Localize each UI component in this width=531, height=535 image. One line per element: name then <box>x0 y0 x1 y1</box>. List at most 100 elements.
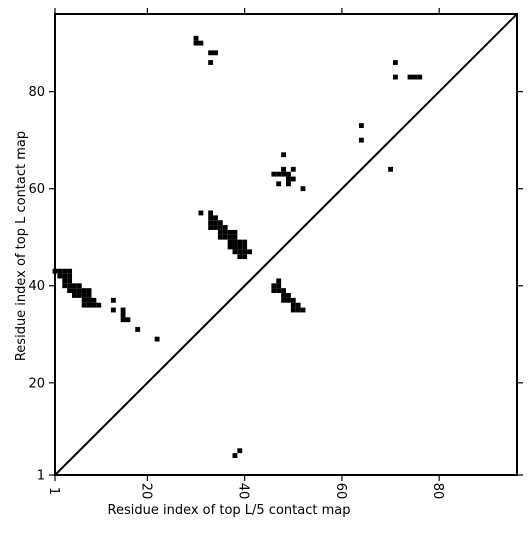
contact-cell-13 <box>67 288 73 294</box>
contact-cell-60 <box>227 234 233 240</box>
contact-cell-29 <box>110 297 116 303</box>
contact-cell-36 <box>154 336 160 342</box>
contact-cell-46 <box>213 215 218 221</box>
contact-cell-8 <box>67 278 73 284</box>
contact-cell-21 <box>86 293 92 298</box>
contact-cell-101 <box>290 302 296 308</box>
contact-cell-64 <box>237 239 243 245</box>
contact-cell-39 <box>198 40 204 46</box>
x-tick-label-0: 1 <box>46 487 61 495</box>
contact-cell-51 <box>213 225 218 230</box>
contact-cell-32 <box>120 312 126 318</box>
contact-cell-83 <box>281 171 286 177</box>
y-tick-label-3: 60 <box>28 182 45 197</box>
contacts-layer <box>52 35 423 459</box>
contact-cell-53 <box>222 225 228 230</box>
contact-cell-25 <box>81 302 87 308</box>
contact-cell-45 <box>208 215 214 221</box>
contact-cell-107 <box>358 137 364 143</box>
contact-cell-16 <box>81 288 87 294</box>
contact-cell-67 <box>232 244 238 250</box>
plot-frame <box>54 13 518 476</box>
y-axis-label: Residue index of top L contact map <box>14 131 29 361</box>
ticks-layer: 1 20 40 60 80 1 20 40 60 80 <box>28 8 523 499</box>
contact-cell-105 <box>300 307 306 313</box>
x-tick-label-4: 80 <box>430 483 445 500</box>
contact-cell-55 <box>222 229 228 235</box>
contact-cell-71 <box>237 249 243 255</box>
contact-cell-109 <box>392 60 398 65</box>
contact-cell-58 <box>217 234 223 240</box>
contact-cell-41 <box>213 50 218 56</box>
contact-cell-84 <box>286 171 291 177</box>
contact-cell-106 <box>358 123 364 129</box>
contact-cell-86 <box>290 176 296 182</box>
contact-cell-30 <box>110 307 116 313</box>
x-axis-label: Residue index of top L/5 contact map <box>108 503 351 518</box>
contact-cell-12 <box>76 283 82 289</box>
y-tick-label-1: 20 <box>28 376 45 391</box>
contact-cell-40 <box>208 50 214 56</box>
x-tick-label-1: 20 <box>138 483 153 500</box>
contact-cell-73 <box>247 249 252 255</box>
contact-cell-31 <box>120 307 126 313</box>
y-tick-label-4: 80 <box>28 85 45 100</box>
contact-cell-100 <box>290 297 296 303</box>
contact-cell-27 <box>91 302 97 308</box>
contact-cell-47 <box>208 220 214 226</box>
contact-cell-56 <box>227 229 233 235</box>
contact-cell-76 <box>232 453 238 459</box>
contact-cell-19 <box>76 293 82 298</box>
contact-cell-80 <box>290 166 296 172</box>
contact-cell-90 <box>276 278 282 284</box>
contact-cell-91 <box>271 283 277 289</box>
contact-cell-44 <box>208 210 214 216</box>
contact-cell-74 <box>237 254 243 260</box>
y-tick-label-2: 40 <box>28 279 45 294</box>
contact-cell-62 <box>227 239 233 245</box>
contact-cell-113 <box>417 74 423 80</box>
contact-cell-57 <box>232 229 238 235</box>
diagonal-line <box>54 13 518 476</box>
contact-cell-65 <box>242 239 248 245</box>
contact-cell-20 <box>81 293 87 298</box>
contact-cell-54 <box>217 229 223 235</box>
contact-cell-38 <box>193 40 199 46</box>
contact-cell-17 <box>86 288 92 294</box>
contact-cell-89 <box>300 186 306 192</box>
contact-cell-5 <box>62 273 68 279</box>
contact-cell-1 <box>57 268 63 274</box>
contact-cell-81 <box>271 171 277 177</box>
contact-cell-87 <box>276 181 282 187</box>
contact-cell-22 <box>81 297 87 303</box>
contact-cell-37 <box>193 35 199 41</box>
contact-cell-111 <box>407 74 413 80</box>
contact-cell-103 <box>290 307 296 313</box>
contact-cell-82 <box>276 171 282 177</box>
contact-cell-4 <box>57 273 63 279</box>
contact-cell-95 <box>281 288 286 294</box>
contact-cell-59 <box>222 234 228 240</box>
contact-cell-63 <box>232 239 238 245</box>
contact-cell-11 <box>72 283 77 289</box>
contact-cell-43 <box>198 210 204 216</box>
contact-cell-104 <box>295 307 301 313</box>
contact-cell-3 <box>67 268 73 274</box>
contact-cell-10 <box>67 283 73 289</box>
contact-cell-70 <box>232 249 238 255</box>
contact-cell-15 <box>76 288 82 294</box>
contact-cell-93 <box>271 288 277 294</box>
contact-cell-99 <box>286 297 291 303</box>
contact-cell-68 <box>237 244 243 250</box>
contact-cell-6 <box>67 273 73 279</box>
contact-cell-50 <box>208 225 214 230</box>
contact-cell-24 <box>91 297 97 303</box>
y-tick-label-0: 1 <box>37 469 45 484</box>
contact-cell-85 <box>286 176 291 182</box>
contact-cell-102 <box>295 302 301 308</box>
contact-cell-92 <box>276 283 282 289</box>
contact-cell-110 <box>392 74 398 80</box>
contact-cell-9 <box>62 283 68 289</box>
contact-cell-88 <box>286 181 291 187</box>
